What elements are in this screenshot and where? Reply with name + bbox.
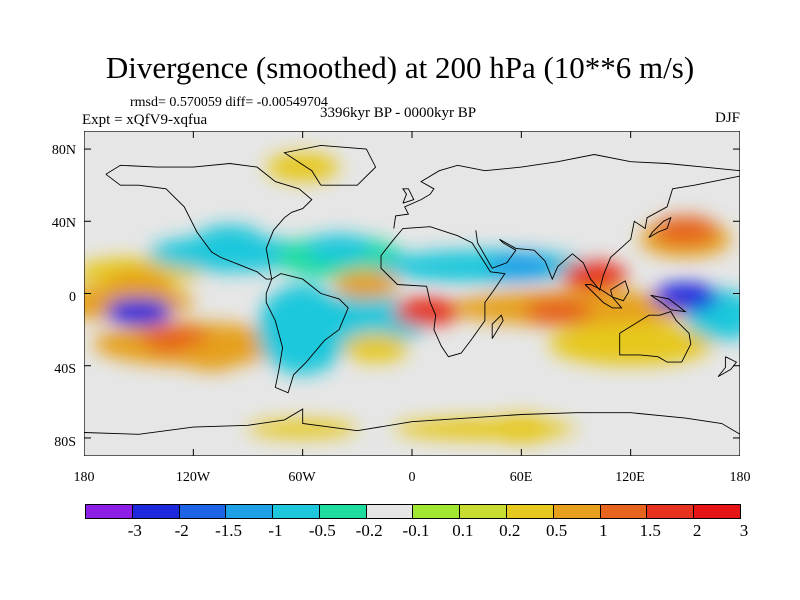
coastline [402, 188, 415, 204]
lon-label-0: 0 [408, 470, 416, 485]
field-band [257, 284, 349, 375]
colorbar [85, 504, 741, 519]
period-label: 3396kyr BP - 0000kyr BP [320, 105, 477, 121]
field-feature [597, 333, 664, 363]
field-feature [333, 270, 400, 299]
field-feature [105, 297, 172, 326]
colorbar-swatch [694, 505, 740, 518]
field-feature [105, 270, 172, 299]
figure-title: Divergence (smoothed) at 200 hPa (10**6 … [105, 50, 695, 85]
colorbar-tick-label: 0.2 [499, 521, 521, 540]
coastline [619, 311, 692, 363]
stats-text: rmsd= 0.570059 diff= -0.00549704 [130, 95, 328, 110]
colorbar-tick-label: -1 [268, 521, 283, 540]
colorbar-swatch [413, 505, 461, 518]
colorbar-tick-label: 1.5 [639, 521, 661, 540]
coastline [648, 216, 672, 238]
lon-label-120w: 120W [175, 470, 211, 485]
coastline [84, 408, 740, 435]
field-feature [488, 251, 555, 281]
lat-label-40n: 40N [51, 216, 76, 231]
coastline [717, 356, 738, 377]
coastline [491, 314, 504, 339]
colorbar-tick-label: -1.5 [215, 521, 243, 540]
coastline [283, 144, 377, 186]
experiment-label: Expt = xQfV9-xqfua [82, 112, 208, 128]
lon-label-120e: 120E [615, 470, 645, 485]
coastline [393, 154, 740, 229]
coastline [475, 175, 740, 291]
season-label: DJF [714, 110, 740, 126]
field-feature [342, 333, 409, 363]
colorbar-tick-label: -0.1 [402, 521, 430, 540]
field-feature [524, 297, 591, 326]
coastline [584, 284, 623, 309]
field-feature [306, 233, 372, 263]
colorbar-tick-label: -3 [127, 521, 142, 540]
field-band [266, 152, 340, 182]
lon-label-60e: 60E [509, 470, 533, 485]
colorbar-swatch [319, 505, 367, 518]
coastline [105, 163, 313, 280]
colorbar-swatch [273, 505, 320, 518]
colorbar-swatch [553, 505, 601, 518]
colorbar-tick-label: -0.2 [355, 521, 383, 540]
field-feature [178, 342, 245, 372]
lat-label-80n: 80N [51, 143, 76, 158]
field-feature [196, 224, 263, 254]
lon-label-180e: 180 [729, 470, 751, 485]
colorbar-swatch [132, 505, 180, 518]
divergence-map [84, 131, 740, 456]
colorbar-swatch [86, 505, 133, 518]
colorbar-swatch [600, 505, 648, 518]
coastlines [84, 144, 740, 435]
divergence-field [84, 152, 740, 444]
lat-label-eq: 0 [69, 290, 76, 305]
colorbar-swatch [366, 505, 414, 518]
lat-label-40s: 40S [54, 362, 76, 377]
colorbar-tick-label: 2 [692, 521, 702, 540]
colorbar-tick-label: 3 [739, 521, 749, 540]
lat-label-80s: 80S [54, 435, 76, 450]
colorbar-tick-label: -0.5 [308, 521, 336, 540]
field-feature [393, 297, 460, 326]
colorbar-swatch [179, 505, 227, 518]
colorbar-tick-label: -2 [174, 521, 189, 540]
coastline [265, 273, 349, 394]
field-feature [652, 282, 719, 312]
colorbar-swatch [460, 505, 508, 518]
colorbar-tick-label: 0.5 [545, 521, 568, 540]
lon-label-180w: 180 [73, 470, 95, 485]
lon-label-60w: 60W [288, 470, 316, 485]
colorbar-swatch [647, 505, 695, 518]
field-feature [488, 414, 555, 444]
axis-ticks [84, 131, 740, 456]
colorbar-tick-label: 1 [599, 521, 608, 540]
colorbar-swatch [226, 505, 274, 518]
field-feature [561, 261, 628, 290]
coastline [650, 294, 687, 313]
coastline [610, 280, 630, 302]
colorbar-swatch [507, 505, 554, 518]
colorbar-tick-label: 0.1 [452, 521, 474, 540]
coastline [380, 226, 506, 358]
field-band [248, 419, 358, 438]
